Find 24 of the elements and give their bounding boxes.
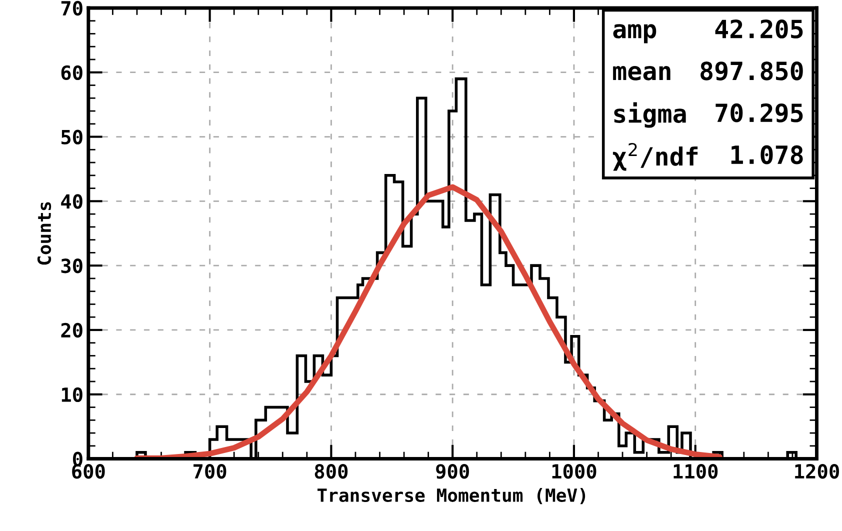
x-tick-label: 700 [194,464,226,479]
x-tick-label: 1000 [552,464,596,479]
y-tick-label: 30 [61,258,82,274]
y-tick-label: 60 [61,65,82,80]
annotation: χ$^{2}$/ndf [612,142,698,171]
y-tick-label: 70 [61,0,82,16]
x-tick-label: 900 [436,464,469,479]
annotation: amp [613,24,656,44]
x-tick-label: 800 [314,464,348,479]
annotation: 70.295 [716,103,803,122]
y-tick-label: 50 [61,130,82,144]
annotation: 42.205 [715,20,803,38]
y-tick-label: 20 [61,322,82,338]
x-tick-label: 600 [72,464,105,479]
x-axis-title: Transverse Momentum (MeV) [317,488,586,504]
x-tick-label: 1100 [674,464,718,479]
x-tick-label: 1200 [795,464,839,479]
y-axis-title: Counts [37,202,52,265]
y-tick-label: 10 [62,387,82,402]
annotation: 1.078 [731,145,803,164]
annotation: sigma [614,102,686,128]
annotation: mean [613,66,670,80]
y-tick-label: 40 [61,194,82,209]
annotation: 897.850 [700,61,803,80]
